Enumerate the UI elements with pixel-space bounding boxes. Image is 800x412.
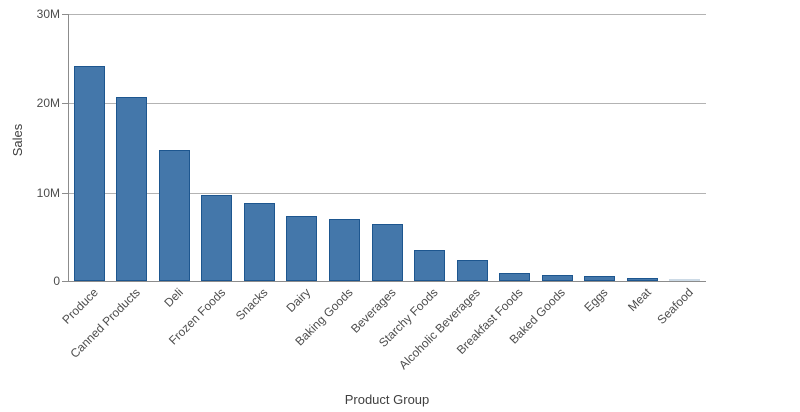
bar-alcoholic-beverages[interactable] bbox=[456, 259, 488, 281]
y-tick-mark-30M bbox=[62, 14, 68, 15]
x-category-label-meat: Meat bbox=[624, 285, 654, 315]
bar-baked-goods[interactable] bbox=[541, 274, 573, 281]
y-tick-label: 10M bbox=[36, 186, 60, 200]
x-category-label-deli: Deli bbox=[161, 285, 186, 310]
bar-beverages[interactable] bbox=[371, 223, 403, 281]
x-axis-line bbox=[68, 281, 706, 282]
y-tick-label: 0 bbox=[53, 274, 60, 288]
x-category-label-seafood: Seafood bbox=[654, 285, 696, 327]
y-tick-mark-10M bbox=[62, 193, 68, 194]
y-axis-title: Sales bbox=[10, 123, 25, 157]
bar-canned-products[interactable] bbox=[116, 96, 148, 281]
y-gridline-20M bbox=[68, 103, 706, 104]
bar-frozen-foods[interactable] bbox=[201, 195, 233, 281]
bar-deli[interactable] bbox=[158, 149, 190, 281]
y-axis-line bbox=[68, 14, 69, 282]
y-tick-mark-0 bbox=[62, 281, 68, 282]
y-tick-mark-20M bbox=[62, 103, 68, 104]
bar-snacks[interactable] bbox=[243, 203, 275, 281]
bar-baking-goods[interactable] bbox=[328, 219, 360, 281]
x-axis-title: Product Group bbox=[344, 392, 430, 407]
bar-starchy-foods[interactable] bbox=[414, 249, 446, 281]
x-category-label-snacks: Snacks bbox=[232, 285, 271, 324]
y-tick-label: 20M bbox=[36, 96, 60, 110]
bar-seafood[interactable] bbox=[669, 279, 701, 281]
y-tick-label: 30M bbox=[36, 7, 60, 21]
y-gridline-30M bbox=[68, 14, 706, 15]
bar-dairy[interactable] bbox=[286, 215, 318, 281]
bar-produce[interactable] bbox=[73, 65, 105, 281]
bar-meat[interactable] bbox=[626, 277, 658, 281]
bar-breakfast-foods[interactable] bbox=[499, 272, 531, 281]
y-gridline-10M bbox=[68, 193, 706, 194]
x-category-label-eggs: Eggs bbox=[581, 285, 611, 315]
bar-eggs[interactable] bbox=[584, 276, 616, 281]
x-category-label-produce: Produce bbox=[58, 285, 101, 327]
x-category-label-dairy: Dairy bbox=[283, 285, 314, 316]
